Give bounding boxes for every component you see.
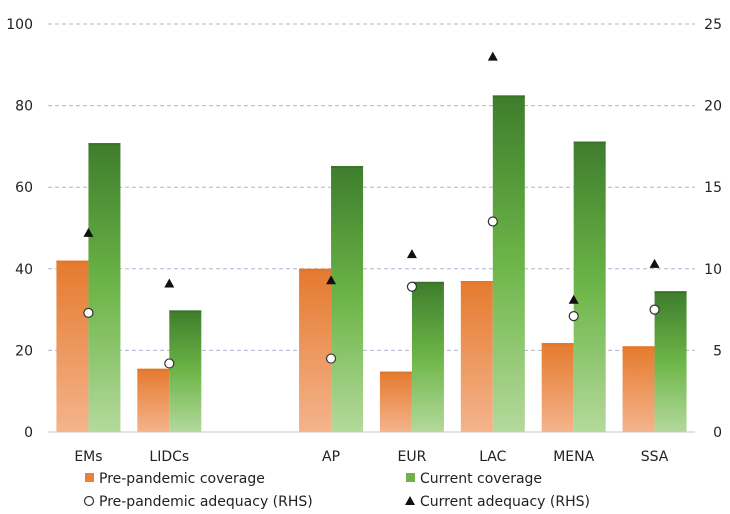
bar-current-coverage [411, 281, 444, 432]
y-left-tick-label: 0 [24, 425, 33, 441]
y-left-tick-label: 80 [15, 99, 33, 115]
bar-current-coverage [169, 310, 202, 432]
bar-current-coverage [331, 165, 364, 432]
bar-top-edge [541, 343, 574, 346]
legend-label: Current coverage [420, 471, 542, 487]
y-right-tick-label: 10 [704, 262, 722, 278]
x-tick-label: AP [322, 449, 340, 465]
marker-pre-pandemic-adequacy [487, 216, 498, 227]
bar-top-edge [492, 95, 525, 98]
legend-label: Current adequacy (RHS) [420, 494, 590, 510]
bar-pre-pandemic-coverage [379, 371, 412, 432]
marker-pre-pandemic-adequacy [568, 311, 579, 322]
bar-pre-pandemic-coverage [622, 346, 655, 432]
bar-top-edge [622, 346, 655, 349]
bar-top-edge [169, 310, 202, 313]
bar-top-edge [411, 281, 444, 284]
bar-top-edge [654, 291, 687, 294]
bar-pre-pandemic-coverage [137, 368, 170, 432]
bar-pre-pandemic-coverage [541, 343, 574, 432]
bar-top-edge [460, 281, 493, 284]
marker-pre-pandemic-adequacy [406, 281, 418, 292]
marker-current-adequacy [568, 294, 579, 304]
x-tick-label: SSA [641, 449, 669, 465]
bar-pre-pandemic-coverage [56, 260, 89, 432]
marker-current-adequacy [649, 258, 660, 268]
markers [83, 51, 660, 369]
marker-current-adequacy [406, 249, 417, 259]
bar-top-edge [379, 371, 412, 374]
marker-current-adequacy [164, 278, 175, 288]
marker-current-adequacy [326, 275, 337, 285]
bar-top-edge [56, 260, 89, 263]
marker-pre-pandemic-adequacy [83, 307, 94, 318]
bar-pre-pandemic-coverage [460, 281, 493, 432]
x-tick-label: EMs [74, 449, 102, 465]
legend-label: Pre-pandemic coverage [99, 471, 265, 487]
legend-label: Pre-pandemic adequacy (RHS) [99, 494, 313, 510]
y-right-tick-label: 20 [704, 99, 722, 115]
legend-marker-pre-pandemic-adequacy [83, 495, 95, 507]
y-right-tick-label: 0 [713, 425, 722, 441]
y-right-tick-label: 15 [704, 180, 722, 196]
x-tick-label: LIDCs [149, 449, 189, 465]
bar-top-edge [88, 143, 121, 146]
marker-current-adequacy [487, 51, 498, 61]
y-left-tick-label: 20 [15, 343, 33, 359]
legend-swatch-current-coverage [406, 473, 415, 482]
y-left-tick-label: 100 [6, 17, 33, 33]
marker-pre-pandemic-adequacy [164, 358, 175, 369]
bar-current-coverage [654, 291, 687, 432]
y-left-tick-label: 40 [15, 262, 33, 278]
bar-top-edge [573, 141, 606, 144]
axes: 0 20 40 60 80 100 0 5 10 15 20 25 EMs LIDCs AP EUR LAC ME… [6, 17, 722, 465]
legend-swatch-pre-pandemic-coverage [85, 473, 94, 482]
x-tick-label: MENA [553, 449, 594, 465]
bar-top-edge [331, 165, 364, 168]
bars [56, 95, 687, 433]
bar-current-coverage [492, 95, 525, 433]
y-left-tick-label: 60 [15, 180, 33, 196]
legend: Pre-pandemic coverage Current coverage Pre… [83, 471, 590, 510]
marker-pre-pandemic-adequacy [649, 304, 660, 315]
y-right-tick-label: 25 [704, 17, 722, 33]
marker-current-adequacy [83, 227, 94, 237]
bar-top-edge [299, 268, 332, 271]
legend-marker-current-adequacy [405, 496, 415, 505]
bar-pre-pandemic-coverage [299, 268, 332, 432]
bar-current-coverage [573, 141, 606, 432]
x-tick-label: EUR [398, 449, 427, 465]
y-right-tick-label: 5 [713, 343, 722, 359]
marker-pre-pandemic-adequacy [325, 353, 337, 364]
x-tick-label: LAC [479, 449, 506, 465]
bar-top-edge [137, 368, 170, 371]
bar-current-coverage [88, 143, 121, 433]
